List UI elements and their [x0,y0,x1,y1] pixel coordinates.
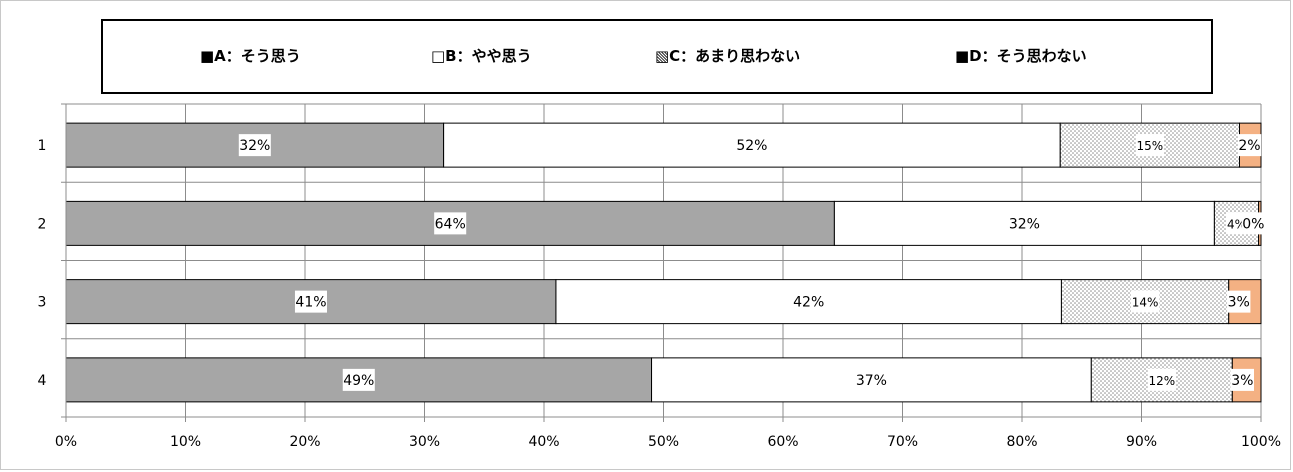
data-label-bg [1008,212,1041,235]
data-label-bg [1135,134,1165,157]
legend-label-d: ■D：そう思わない [955,47,1087,65]
x-tick-label: 20% [289,434,320,450]
data-label-bg [434,212,467,235]
data-label-bg [1147,368,1176,391]
data-label: 4% [1227,217,1246,231]
y-category-label: 2 [38,216,47,232]
data-label-bg [1230,368,1254,391]
x-tick-label: 40% [528,434,559,450]
data-label: 37% [856,373,887,389]
data-label: 0% [1242,216,1264,232]
x-tick-label: 90% [1126,434,1157,450]
x-tick-label: 50% [648,434,679,450]
legend-label-a: ■A：そう思う [200,47,301,65]
data-label: 32% [1009,216,1040,232]
data-label: 3% [1231,373,1253,389]
legend-label-c: ▧C：あまり思わない [655,47,800,65]
y-category-label: 4 [38,373,47,389]
data-label-bg [792,290,825,313]
x-tick-label: 0% [55,434,77,450]
data-label: 15% [1137,139,1164,153]
legend-label-b: □B：やや思う [431,47,532,65]
data-label-bg [855,368,888,391]
data-label-bg [735,134,768,157]
x-tick-label: 70% [887,434,918,450]
x-tick-label: 10% [170,434,201,450]
x-tick-label: 30% [409,434,440,450]
x-tick-label: 80% [1006,434,1037,450]
data-label: 42% [793,295,824,311]
data-label-bg [1227,290,1251,313]
y-category-label: 3 [38,295,47,311]
y-category-label: 1 [38,138,47,154]
data-label: 12% [1148,374,1175,388]
data-label: 32% [239,138,270,154]
data-label-bg [1130,290,1160,313]
data-label: 52% [736,138,767,154]
data-label-bg [1237,134,1262,157]
bar-segment-c [1059,122,1240,168]
data-label-bg [342,368,375,391]
x-tick-label: 100% [1241,434,1281,450]
x-tick-label: 60% [767,434,798,450]
data-label-bg [1241,212,1265,235]
data-label: 64% [435,216,466,232]
data-label: 3% [1228,295,1250,311]
legend-box [101,19,1213,94]
data-label: 41% [295,295,326,311]
data-label: 2% [1238,138,1260,154]
data-label-bg [238,134,271,157]
data-label-bg [294,290,327,313]
data-label: 14% [1132,296,1159,310]
data-label: 49% [343,373,374,389]
